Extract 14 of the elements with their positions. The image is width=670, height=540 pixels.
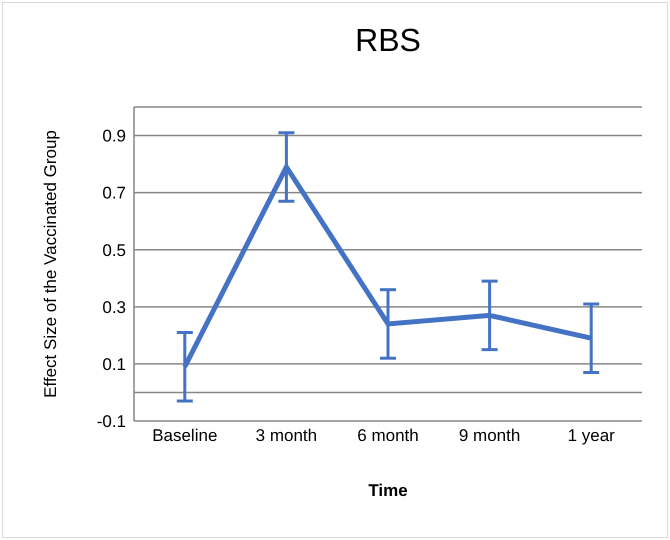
x-tick-label: 1 year <box>568 426 616 446</box>
y-tick-label: 0.3 <box>102 298 126 317</box>
chart-title: RBS <box>354 22 422 59</box>
y-tick-label: 0.7 <box>102 184 126 203</box>
x-tick-label: Baseline <box>152 426 218 446</box>
y-axis-title: Effect Size of the Vaccinated Group <box>41 130 60 398</box>
y-tick-label: 0.9 <box>102 126 126 146</box>
y-tick-label: -0.1 <box>96 412 126 432</box>
x-tick-label: 6 month <box>357 426 419 446</box>
y-tick-label: 0.1 <box>102 354 126 374</box>
x-axis-title: Time <box>367 481 409 501</box>
y-tick-label: 0.5 <box>102 240 126 260</box>
x-tick-label: 9 month <box>458 426 520 446</box>
x-tick-label: 3 month <box>256 426 318 446</box>
